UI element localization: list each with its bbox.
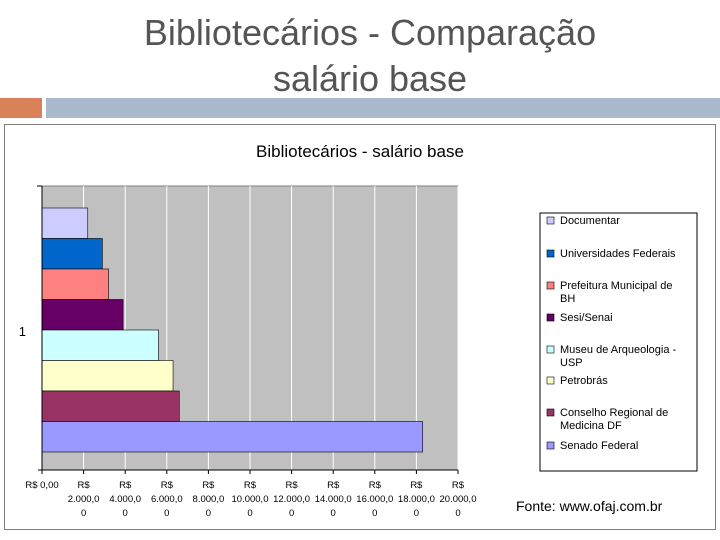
x-tick-label: R$ 6.000,0 0	[151, 480, 183, 519]
x-tick-label: R$ 2.000,0 0	[68, 480, 100, 519]
x-tick-label: R$ 16.000,0 0	[356, 480, 393, 519]
legend-label: Senado Federal	[560, 440, 638, 452]
legend-swatch	[546, 376, 555, 385]
x-tick-label: R$ 10.000,0 0	[232, 480, 269, 519]
x-tick-label: R$ 4.000,0 0	[109, 480, 141, 519]
x-tick-label: R$ 18.000,0 0	[398, 480, 435, 519]
x-tick-label: R$ 14.000,0 0	[315, 480, 352, 519]
slide-title-line2: salário base	[272, 58, 468, 99]
slide-title-line1: Bibliotecários - Comparação	[143, 12, 597, 53]
legend-swatch	[546, 249, 555, 258]
legend-label: Documentar	[560, 215, 620, 227]
legend-label: Conselho Regional de Medicina DF	[560, 407, 668, 432]
legend-swatch	[546, 408, 555, 417]
source-note: Fonte: www.ofaj.com.br	[516, 498, 663, 514]
legend-swatch	[546, 281, 555, 290]
bar	[41, 390, 180, 422]
x-tick-label: R$ 20.000,0 0	[440, 480, 477, 519]
bar	[41, 360, 174, 392]
accent-bar-right	[46, 98, 720, 118]
legend-label: Universidades Federais	[560, 248, 676, 260]
x-tick-label: R$ 12.000,0 0	[273, 480, 310, 519]
x-tick-label: R$ 8.000,0 0	[193, 480, 225, 519]
legend-label: Museu de Arqueologia -USP	[560, 344, 677, 369]
legend-swatch	[546, 313, 555, 322]
bar	[41, 207, 89, 239]
slide-title: Bibliotecários - Comparação salário base	[60, 10, 680, 102]
chart-title: Bibliotecários - salário base	[256, 142, 464, 161]
legend-label: Petrobrás	[560, 375, 608, 387]
legend-swatch	[546, 345, 555, 354]
bar	[41, 238, 103, 270]
bar	[41, 329, 159, 361]
legend-label: Prefeitura Municipal de BH	[560, 280, 673, 305]
bar	[41, 268, 109, 300]
x-tick-label: R$ 0,00	[25, 480, 58, 491]
bar	[41, 299, 124, 331]
legend-swatch	[546, 216, 555, 225]
y-category-label: 1	[19, 324, 26, 339]
bar	[41, 421, 423, 453]
legend-label: Sesi/Senai	[560, 312, 613, 324]
accent-bar-left	[0, 98, 42, 118]
legend-box	[539, 212, 698, 472]
legend-swatch	[546, 441, 555, 450]
